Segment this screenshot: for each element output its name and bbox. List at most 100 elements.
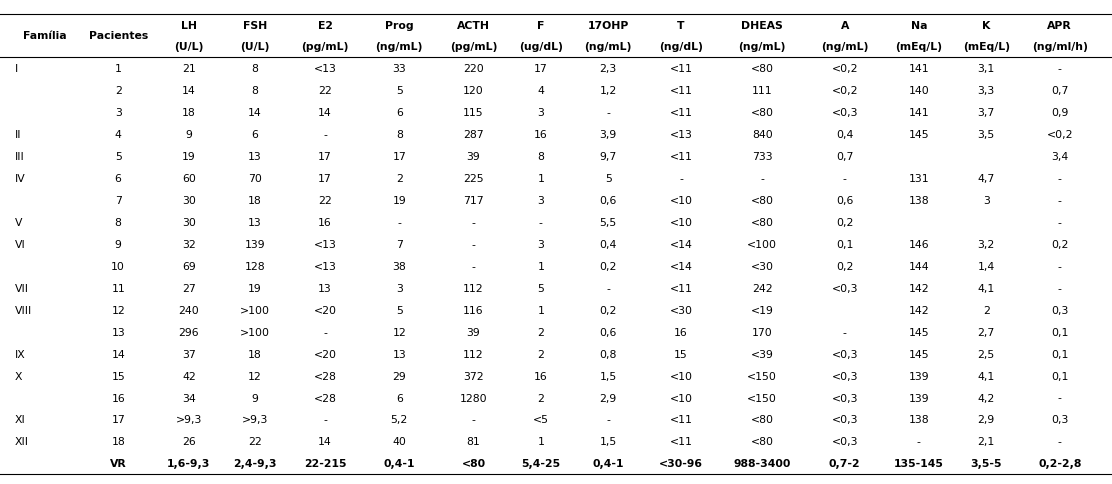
Text: 15: 15	[111, 371, 125, 381]
Text: DHEAS: DHEAS	[742, 21, 783, 31]
Text: T: T	[677, 21, 685, 31]
Text: V: V	[14, 217, 22, 227]
Text: 14: 14	[182, 86, 196, 96]
Text: <11: <11	[669, 283, 693, 293]
Text: -: -	[761, 174, 764, 184]
Text: 6: 6	[251, 130, 258, 140]
Text: -: -	[471, 217, 476, 227]
Text: VI: VI	[14, 240, 26, 249]
Text: Pacientes: Pacientes	[89, 31, 148, 42]
Text: 19: 19	[182, 152, 196, 162]
Text: 145: 145	[909, 327, 930, 337]
Text: 12: 12	[111, 305, 125, 315]
Text: 39: 39	[467, 327, 480, 337]
Text: 18: 18	[111, 437, 125, 446]
Text: 22-215: 22-215	[304, 458, 346, 469]
Text: <11: <11	[669, 415, 693, 424]
Text: 4,1: 4,1	[977, 283, 995, 293]
Text: -: -	[1058, 393, 1062, 403]
Text: 0,6: 0,6	[599, 196, 617, 206]
Text: 287: 287	[464, 130, 484, 140]
Text: 7: 7	[115, 196, 121, 206]
Text: 34: 34	[182, 393, 196, 403]
Text: 0,2: 0,2	[599, 261, 617, 272]
Text: 141: 141	[909, 108, 930, 118]
Text: -: -	[471, 415, 476, 424]
Text: IX: IX	[14, 349, 26, 359]
Text: 42: 42	[182, 371, 196, 381]
Text: <10: <10	[669, 196, 693, 206]
Text: 9: 9	[251, 393, 258, 403]
Text: -: -	[606, 283, 610, 293]
Text: APR: APR	[1048, 21, 1072, 31]
Text: 0,1: 0,1	[1051, 327, 1069, 337]
Text: 9: 9	[186, 130, 192, 140]
Text: 0,6: 0,6	[599, 327, 617, 337]
Text: 60: 60	[182, 174, 196, 184]
Text: 242: 242	[752, 283, 773, 293]
Text: 69: 69	[182, 261, 196, 272]
Text: 2: 2	[396, 174, 403, 184]
Text: 9,7: 9,7	[599, 152, 617, 162]
Text: (ng/mL): (ng/mL)	[585, 42, 632, 51]
Text: 7: 7	[396, 240, 403, 249]
Text: 0,2: 0,2	[599, 305, 617, 315]
Text: -: -	[1058, 174, 1062, 184]
Text: -: -	[1058, 283, 1062, 293]
Text: -: -	[1058, 64, 1062, 74]
Text: 0,1: 0,1	[1051, 371, 1069, 381]
Text: I: I	[14, 64, 18, 74]
Text: 3,3: 3,3	[977, 86, 995, 96]
Text: 12: 12	[248, 371, 261, 381]
Text: 37: 37	[182, 349, 196, 359]
Text: 70: 70	[248, 174, 262, 184]
Text: 0,7-2: 0,7-2	[828, 458, 861, 469]
Text: <150: <150	[747, 371, 777, 381]
Text: 6: 6	[115, 174, 121, 184]
Text: 1: 1	[537, 305, 544, 315]
Text: <14: <14	[669, 240, 693, 249]
Text: 13: 13	[248, 217, 261, 227]
Text: 2,3: 2,3	[599, 64, 617, 74]
Text: <150: <150	[747, 393, 777, 403]
Text: 0,4: 0,4	[599, 240, 617, 249]
Text: 16: 16	[534, 130, 548, 140]
Text: Prog: Prog	[385, 21, 414, 31]
Text: 116: 116	[464, 305, 484, 315]
Text: VR: VR	[110, 458, 127, 469]
Text: -: -	[606, 108, 610, 118]
Text: <10: <10	[669, 217, 693, 227]
Text: -: -	[1058, 217, 1062, 227]
Text: 135-145: 135-145	[894, 458, 944, 469]
Text: <80: <80	[751, 64, 774, 74]
Text: 1: 1	[537, 174, 544, 184]
Text: <11: <11	[669, 108, 693, 118]
Text: -: -	[397, 217, 401, 227]
Text: A: A	[841, 21, 848, 31]
Text: <100: <100	[747, 240, 777, 249]
Text: 3: 3	[115, 108, 121, 118]
Text: 372: 372	[464, 371, 484, 381]
Text: 14: 14	[248, 108, 261, 118]
Text: <10: <10	[669, 393, 693, 403]
Text: 5: 5	[537, 283, 544, 293]
Text: <10: <10	[669, 371, 693, 381]
Text: <20: <20	[314, 349, 337, 359]
Text: 138: 138	[909, 415, 930, 424]
Text: 5,4-25: 5,4-25	[522, 458, 560, 469]
Text: 2: 2	[537, 349, 544, 359]
Text: 733: 733	[752, 152, 773, 162]
Text: -: -	[917, 437, 921, 446]
Text: 13: 13	[393, 349, 406, 359]
Text: <30: <30	[669, 305, 693, 315]
Text: 19: 19	[393, 196, 406, 206]
Text: 2: 2	[537, 327, 544, 337]
Text: 840: 840	[752, 130, 773, 140]
Text: <5: <5	[533, 415, 549, 424]
Text: 0,4-1: 0,4-1	[384, 458, 415, 469]
Text: <20: <20	[314, 305, 337, 315]
Text: <13: <13	[314, 240, 337, 249]
Text: 17: 17	[111, 415, 125, 424]
Text: <0,3: <0,3	[832, 393, 858, 403]
Text: 3: 3	[983, 196, 990, 206]
